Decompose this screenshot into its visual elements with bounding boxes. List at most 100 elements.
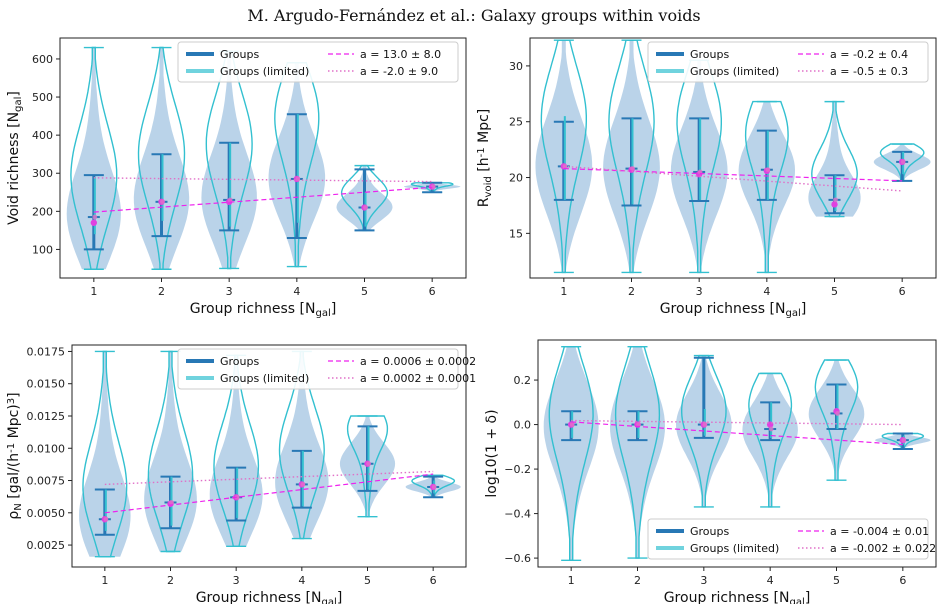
y-tick-label: 0.0150 bbox=[27, 378, 66, 391]
x-tick-label: 6 bbox=[899, 285, 906, 298]
fit-line-limited bbox=[563, 165, 903, 192]
fit-line-limited bbox=[93, 177, 433, 183]
chart-density: 1 2 3 4 5 6 0.0025 0.0050 0.0075 0.0100 0.0125 0.01… bbox=[6, 344, 476, 604]
violin-groups bbox=[610, 346, 665, 559]
median-marker-limited bbox=[430, 184, 436, 189]
median-marker-limited bbox=[366, 461, 371, 467]
median-marker-limited bbox=[300, 481, 306, 487]
violin-groups bbox=[144, 351, 197, 552]
median-marker-limited bbox=[569, 422, 575, 427]
legend-label-fit-limited: a = -0.002 ± 0.022 bbox=[830, 542, 936, 555]
legend-label-fit: a = -0.2 ± 0.4 bbox=[830, 48, 908, 61]
x-tick-label: 3 bbox=[700, 574, 707, 587]
x-tick-label: 1 bbox=[90, 285, 97, 298]
median-marker-limited bbox=[431, 484, 437, 490]
legend-label-fit-limited: a = -2.0 ± 9.0 bbox=[360, 65, 438, 78]
x-tick-label: 2 bbox=[167, 574, 174, 587]
legend-label-limited: Groups (limited) bbox=[690, 65, 779, 78]
x-tick-label: 2 bbox=[628, 285, 635, 298]
median-marker-limited bbox=[630, 166, 635, 172]
y-tick-label: 0.2 bbox=[514, 374, 532, 387]
violin-groups bbox=[79, 351, 131, 557]
x-tick-label: 5 bbox=[833, 574, 840, 587]
median-marker-limited bbox=[835, 411, 840, 416]
legend-label-limited: Groups (limited) bbox=[690, 542, 779, 555]
fit-line-groups bbox=[104, 473, 434, 514]
violin-groups-limited bbox=[748, 372, 793, 508]
violin-groups bbox=[66, 47, 121, 270]
legend-box bbox=[647, 41, 929, 83]
violin-groups bbox=[543, 346, 599, 561]
legend: Groups Groups (limited) a = 13.0 ± 8.0 a = … bbox=[177, 41, 459, 83]
median-marker-limited bbox=[765, 167, 771, 173]
legend-label-groups: Groups bbox=[220, 355, 259, 368]
legend-label-limited: Groups (limited) bbox=[220, 65, 309, 78]
mean-marker bbox=[90, 219, 98, 226]
y-tick-label: 600 bbox=[32, 53, 53, 66]
median-marker-limited bbox=[169, 500, 174, 505]
y-axis-label: ρN [gal/(h-1 Mpc)3] bbox=[6, 392, 24, 519]
legend-label-fit-limited: a = -0.5 ± 0.3 bbox=[830, 65, 908, 78]
legend-label-groups: Groups bbox=[690, 48, 729, 61]
y-tick-label: 30 bbox=[509, 60, 523, 73]
legend-box bbox=[177, 348, 459, 390]
violin-groups-limited bbox=[744, 100, 789, 274]
chart-density-contrast: 1 2 3 4 5 6 −0.6 −0.4 −0.2 0.0 0.2 Group richness [… bbox=[484, 339, 937, 604]
violin-groups-limited bbox=[879, 143, 925, 182]
x-tick-label: 3 bbox=[696, 285, 703, 298]
axes-frame bbox=[71, 344, 467, 568]
y-tick-label: 0.0175 bbox=[27, 345, 66, 358]
x-tick-label: 6 bbox=[429, 285, 436, 298]
legend-label-fit: a = 0.0006 ± 0.0002 bbox=[360, 355, 476, 368]
y-tick-label: 200 bbox=[32, 205, 53, 218]
y-axis-label: log10(1 + δ) bbox=[484, 409, 500, 497]
y-tick-label: 100 bbox=[32, 243, 53, 256]
x-tick-label: 6 bbox=[430, 574, 437, 587]
violin-groups bbox=[209, 355, 263, 547]
legend-label-groups: Groups bbox=[220, 48, 259, 61]
x-tick-label: 2 bbox=[634, 574, 641, 587]
legend-box bbox=[647, 518, 929, 560]
axes-frame bbox=[537, 339, 937, 568]
y-tick-label: 15 bbox=[509, 227, 523, 240]
x-tick-label: 3 bbox=[226, 285, 233, 298]
y-tick-label: 0.0125 bbox=[27, 410, 66, 423]
page-header: M. Argudo-Fernández et al.: Galaxy group… bbox=[247, 6, 701, 25]
median-marker-limited bbox=[702, 422, 708, 427]
legend: Groups Groups (limited) a = -0.004 ± 0.01 a… bbox=[647, 518, 936, 560]
y-axis-label: Void richness [Ngal] bbox=[6, 91, 24, 225]
y-tick-label: 0.0075 bbox=[27, 475, 66, 488]
violin-groups-limited bbox=[410, 182, 454, 194]
axes-frame bbox=[529, 37, 937, 279]
axes-frame bbox=[59, 37, 467, 279]
legend: Groups Groups (limited) a = 0.0006 ± 0.000… bbox=[177, 348, 476, 390]
chart-void-radius: 1 2 3 4 5 6 15 20 25 30 Group richness [Ngal] Rvoid… bbox=[476, 37, 937, 319]
y-tick-label: 0.0100 bbox=[27, 442, 66, 455]
x-tick-label: 3 bbox=[233, 574, 240, 587]
median-marker-limited bbox=[160, 199, 165, 205]
y-axis-label: Rvoid [h-1 Mpc] bbox=[476, 109, 494, 208]
median-marker-limited bbox=[833, 197, 838, 203]
y-tick-label: 20 bbox=[509, 172, 523, 185]
y-tick-label: −0.2 bbox=[504, 463, 531, 476]
x-tick-label: 1 bbox=[560, 285, 567, 298]
y-tick-label: 0.0025 bbox=[27, 539, 66, 552]
x-tick-label: 1 bbox=[568, 574, 575, 587]
y-tick-label: 300 bbox=[32, 167, 53, 180]
x-tick-label: 4 bbox=[298, 574, 305, 587]
x-axis-label: Group richness [Ngal] bbox=[190, 301, 337, 319]
legend-label-fit: a = -0.004 ± 0.01 bbox=[830, 525, 929, 538]
median-marker-limited bbox=[768, 426, 774, 432]
x-tick-label: 5 bbox=[364, 574, 371, 587]
mean-marker bbox=[831, 201, 838, 208]
legend-label-fit: a = 13.0 ± 8.0 bbox=[360, 48, 441, 61]
median-marker-limited bbox=[363, 205, 368, 210]
x-tick-label: 1 bbox=[101, 574, 108, 587]
fit-line-limited bbox=[104, 470, 434, 486]
legend-label-groups: Groups bbox=[690, 525, 729, 538]
median-marker-limited bbox=[227, 197, 233, 203]
x-axis-label: Group richness [Ngal] bbox=[660, 301, 807, 319]
legend-label-fit-limited: a = 0.0002 ± 0.0001 bbox=[360, 372, 476, 385]
median-marker-limited bbox=[234, 494, 240, 500]
